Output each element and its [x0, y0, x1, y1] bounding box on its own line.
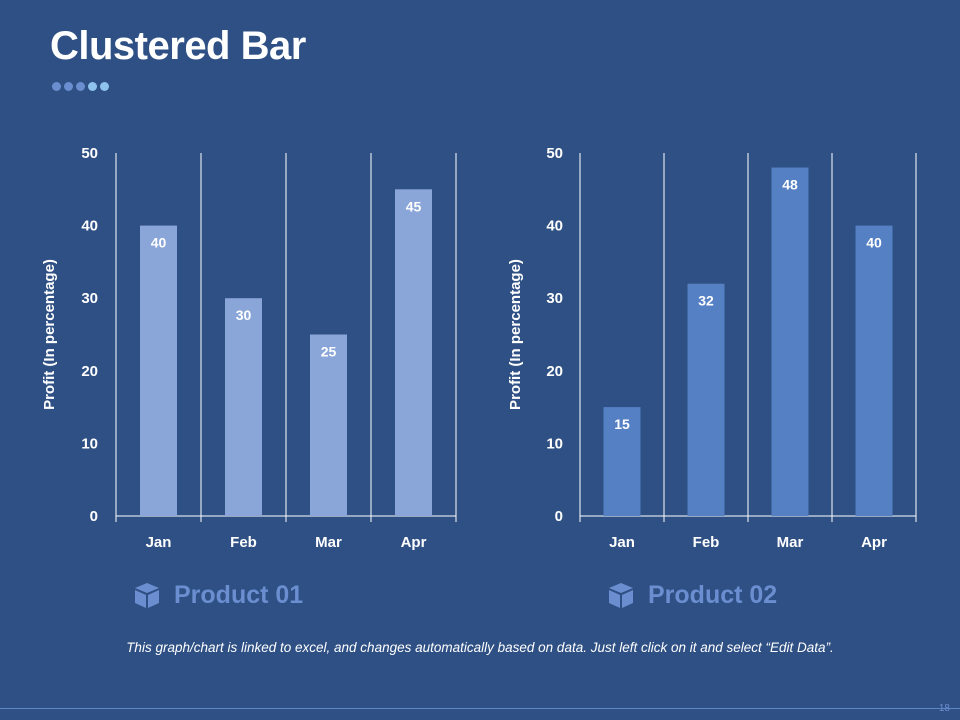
- y-tick-label: 0: [555, 508, 563, 525]
- product-01-label: Product 01: [174, 580, 304, 609]
- x-tick-label: Apr: [401, 534, 427, 551]
- data-label: 15: [614, 416, 630, 432]
- product-01-legend: Product 01: [132, 580, 303, 610]
- bar: [395, 189, 432, 517]
- x-tick-label: Jan: [609, 534, 635, 551]
- y-axis-label: Profit (In percentage): [507, 259, 524, 410]
- y-tick-label: 10: [81, 435, 98, 452]
- data-label: 48: [782, 177, 798, 193]
- x-tick-label: Apr: [861, 534, 887, 551]
- bar: [855, 225, 893, 516]
- data-label: 25: [321, 344, 337, 360]
- product-02-label: Product 02: [648, 580, 778, 609]
- x-tick-label: Mar: [777, 534, 804, 551]
- x-tick-label: Feb: [230, 534, 257, 551]
- y-axis-label: Profit (In percentage): [41, 259, 58, 410]
- box-icon: [609, 583, 633, 608]
- page-number: 18: [938, 703, 950, 714]
- y-tick-label: 30: [81, 290, 98, 307]
- y-tick-label: 40: [546, 218, 563, 235]
- title-dot: [52, 82, 61, 91]
- title-dot: [100, 82, 109, 91]
- y-tick-label: 20: [546, 363, 563, 380]
- slide-title: Clustered Bar: [50, 24, 306, 68]
- x-tick-label: Mar: [315, 534, 342, 551]
- bar: [603, 407, 641, 516]
- title-dot: [88, 82, 97, 91]
- title-dot: [64, 82, 73, 91]
- data-label: 40: [151, 235, 167, 251]
- y-tick-label: 50: [546, 145, 563, 162]
- y-tick-label: 30: [546, 290, 563, 307]
- x-tick-label: Feb: [693, 534, 720, 551]
- data-label: 32: [698, 293, 714, 309]
- y-tick-label: 40: [81, 218, 98, 235]
- data-label: 30: [236, 307, 252, 323]
- y-tick-label: 0: [90, 508, 98, 525]
- bar: [771, 167, 809, 516]
- data-label: 45: [406, 198, 422, 214]
- bar: [310, 334, 347, 516]
- y-tick-label: 20: [81, 363, 98, 380]
- bar: [687, 283, 725, 516]
- product-02-legend: Product 02: [606, 580, 777, 610]
- footer-divider: [0, 708, 960, 709]
- box-icon: [135, 583, 159, 608]
- chart-note: This graph/chart is linked to excel, and…: [126, 640, 834, 655]
- bar: [140, 225, 177, 516]
- title-dot: [76, 82, 85, 91]
- bar: [225, 298, 262, 516]
- y-tick-label: 50: [81, 145, 98, 162]
- title-dots: [52, 82, 109, 91]
- x-tick-label: Jan: [146, 534, 172, 551]
- y-tick-label: 10: [546, 435, 563, 452]
- data-label: 40: [866, 235, 882, 251]
